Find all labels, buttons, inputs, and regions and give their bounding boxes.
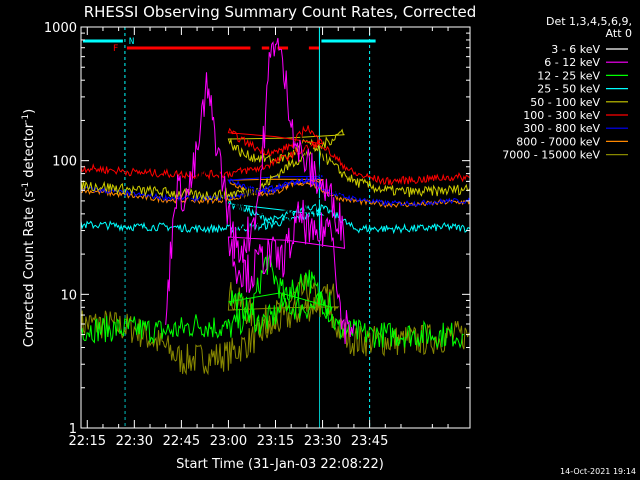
y-tick-label: 10 — [60, 288, 77, 303]
y-axis-label-mid: detector — [22, 122, 37, 182]
series-line-3-6-kev — [174, 51, 346, 258]
series-layer — [80, 37, 471, 376]
series-line-800-7000-kev — [80, 177, 471, 209]
series-line-7000-15000-kev — [80, 273, 471, 376]
y-axis-label-sup-1: -1 — [21, 182, 31, 191]
series-line-50-100-kev — [80, 128, 471, 202]
x-tick-label: 23:00 — [210, 434, 247, 449]
x-tick-label: 22:30 — [116, 434, 153, 449]
legend-entry-label: 50 - 100 keV — [530, 96, 600, 109]
series-line-25-50-kev — [80, 198, 471, 235]
y-axis-label: Corrected Count Rate (s-1 detector-1) — [21, 109, 37, 347]
series-line-6-12-kev — [165, 37, 355, 345]
legend-entry-label: 25 - 50 keV — [537, 83, 600, 96]
legend-entry-label: 12 - 25 keV — [537, 69, 600, 82]
y-axis-label-close: ) — [22, 109, 37, 114]
series-line-12-25-kev — [80, 254, 464, 349]
flare-flag-label: F — [113, 44, 118, 54]
legend-entry-label: 100 - 300 keV — [523, 109, 600, 122]
y-tick-label: 1 — [69, 422, 77, 437]
legend-header-line: Det 1,3,4,5,6,9, — [546, 15, 632, 28]
night-flag-label: N — [129, 37, 134, 47]
series-line-100-300-kev — [80, 125, 471, 186]
y-axis-label-sup-2: -1 — [21, 114, 31, 123]
x-tick-label: 23:15 — [257, 434, 294, 449]
x-axis-ticks: 22:15 22:30 22:45 23:00 23:15 23:30 23:45 — [69, 27, 449, 449]
x-tick-label: 22:45 — [163, 434, 200, 449]
y-axis-ticks: 1 10 100 1000 — [44, 21, 470, 437]
timestamp: 14-Oct-2021 19:14 — [560, 467, 636, 476]
x-tick-label: 22:15 — [69, 434, 106, 449]
legend-entry-label: 300 - 800 keV — [523, 122, 600, 135]
y-tick-label: 100 — [52, 155, 77, 170]
legend-entry-label: 6 - 12 keV — [544, 56, 600, 69]
x-tick-label: 23:45 — [351, 434, 388, 449]
x-axis-label: Start Time (31-Jan-03 22:08:22) — [176, 457, 384, 472]
legend-entry-label: 3 - 6 keV — [551, 43, 600, 56]
legend-entry-label: 800 - 7000 keV — [516, 135, 600, 148]
x-tick-label: 23:30 — [304, 434, 341, 449]
chart-title: RHESSI Observing Summary Count Rates, Co… — [84, 3, 477, 21]
y-tick-label: 1000 — [44, 21, 77, 36]
legend-entry-label: 7000 - 15000 keV — [502, 149, 600, 162]
legend-header-line: Att 0 — [606, 27, 632, 40]
y-axis-label-main: Corrected Count Rate (s — [22, 191, 37, 348]
